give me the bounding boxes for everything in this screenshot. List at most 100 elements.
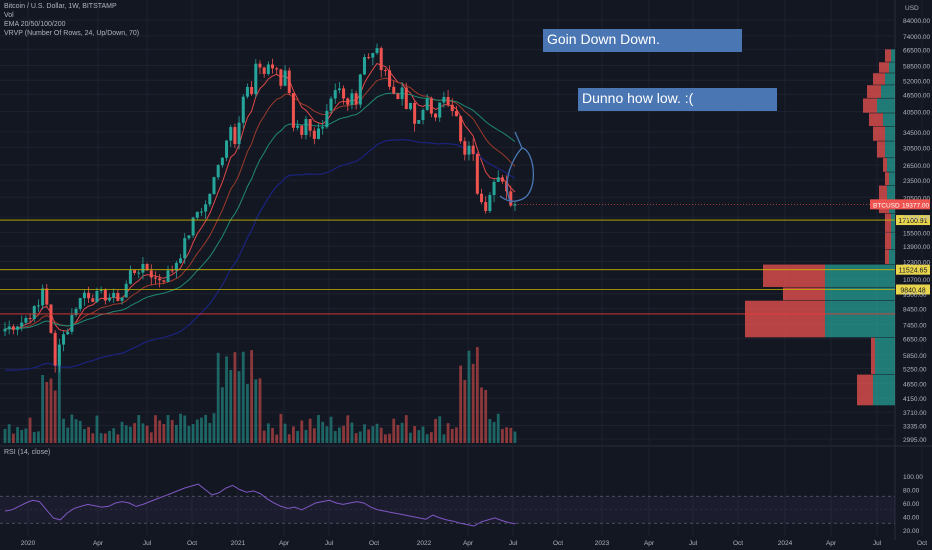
volume-profile-down-bar (869, 113, 883, 126)
candle-body (153, 277, 157, 279)
candle-body (496, 177, 500, 182)
volume-bar (459, 365, 463, 443)
candle-body (379, 48, 383, 71)
candle-body (513, 204, 517, 206)
volume-bar (241, 351, 245, 443)
price-axis-label: 74000.00 (903, 34, 930, 41)
candle-body (325, 110, 329, 128)
candle-body (199, 211, 203, 213)
candle-body (413, 102, 417, 124)
price-axis-label: 5850.00 (903, 353, 927, 360)
candle-body (16, 326, 20, 330)
candle-body (333, 90, 337, 99)
candle-body (459, 116, 463, 142)
symbol-line[interactable]: Bitcoin / U.S. Dollar, 1W, BITSTAMP (4, 3, 117, 10)
volume-bar (174, 424, 178, 443)
volume-profile-up-bar (825, 264, 895, 287)
candle-body (400, 87, 404, 100)
hand-drawn-curve (499, 147, 534, 204)
candle-body (95, 291, 99, 302)
candle-body (375, 48, 379, 53)
volume-bar (116, 434, 120, 443)
volume-profile-down-bar (885, 172, 889, 186)
level-price-label: 9840.48 (900, 288, 925, 295)
time-axis-label: Jul (325, 540, 334, 547)
candle-body (408, 102, 412, 110)
candle-body (149, 270, 153, 278)
candle-body (158, 278, 162, 281)
volume-bar (342, 425, 345, 443)
volume-bar (66, 427, 70, 443)
candle-body (174, 262, 178, 271)
time-axis-label: Jul (509, 540, 518, 547)
time-axis-label: Jul (143, 540, 152, 547)
volume-bar (417, 430, 421, 443)
candle-body (258, 63, 262, 68)
volume-profile-up-bar (875, 337, 895, 375)
candle-body (367, 57, 371, 59)
time-axis-label: 2020 (21, 540, 36, 547)
volume-bar (103, 433, 107, 443)
candle-body (220, 157, 224, 166)
price-axis-label: 46500.00 (903, 92, 930, 99)
volume-bar (325, 426, 329, 443)
price-axis-label: 26500.00 (903, 163, 930, 170)
rsi-legend[interactable]: RSI (14, close) (4, 449, 51, 456)
volume-bar (505, 427, 508, 443)
candle-body (296, 125, 300, 128)
candle-body (20, 322, 24, 327)
candle-body (500, 177, 504, 182)
volume-bar (233, 352, 237, 443)
volume-bar (45, 381, 49, 443)
candle-body (337, 88, 341, 91)
level-price-tag (896, 264, 930, 275)
indicator-vol[interactable]: Vol (4, 12, 14, 19)
volume-bar (317, 415, 320, 443)
candle-body (279, 69, 283, 86)
candle-body (484, 202, 488, 212)
candle-body (283, 70, 287, 86)
level-price-tag (896, 215, 930, 226)
volume-bar (396, 424, 400, 443)
volume-bar (375, 423, 379, 443)
candle-body (183, 238, 187, 259)
volume-bar (254, 379, 258, 443)
volume-bar (358, 431, 362, 443)
candle-body (82, 292, 86, 299)
candle-body (446, 96, 450, 105)
annotation-goin-down[interactable]: Goin Down Down. (543, 29, 742, 52)
volume-bar (57, 365, 61, 443)
volume-bar (220, 387, 224, 443)
time-axis-label: Oct (187, 540, 197, 547)
volume-bar (120, 421, 124, 443)
volume-profile-down-bar (745, 300, 825, 338)
volume-bar (20, 429, 24, 443)
volume-bar (237, 371, 241, 443)
candle-body (471, 145, 475, 155)
indicator-ema[interactable]: EMA 20/50/100/200 (4, 21, 66, 28)
candle-body (421, 109, 425, 121)
volume-bar (475, 347, 479, 443)
volume-bar (204, 414, 208, 443)
candle-body (216, 165, 220, 178)
volume-bar (266, 423, 270, 443)
price-axis-label: 4150.00 (903, 396, 927, 403)
candle-body (467, 145, 471, 155)
candle-body (57, 344, 61, 366)
volume-profile-down-bar (873, 73, 885, 85)
candle-body (212, 177, 216, 194)
price-axis-label: 30500.00 (903, 145, 930, 152)
candle-body (99, 290, 103, 292)
indicator-vrvp[interactable]: VRVP (Number Of Rows, 24, Up/Down, 70) (4, 30, 140, 37)
candle-body (70, 314, 74, 332)
annotation-dunno-how-low[interactable]: Dunno how low. :( (578, 88, 777, 111)
volume-bar (329, 416, 333, 443)
level-price-label: 11524.65 (899, 268, 928, 275)
volume-bar (300, 420, 304, 443)
volume-profile-down-bar (885, 249, 889, 265)
volume-bar (183, 415, 187, 443)
volume-bar (262, 430, 266, 443)
candle-body (346, 98, 350, 105)
